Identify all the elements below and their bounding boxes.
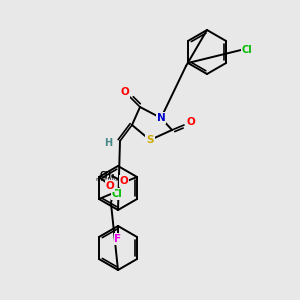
Text: N: N: [157, 113, 165, 123]
Text: O: O: [106, 181, 114, 191]
Text: F: F: [114, 234, 122, 244]
Text: methoxy: methoxy: [95, 178, 123, 182]
Text: O: O: [121, 87, 129, 97]
Text: O: O: [187, 117, 195, 127]
Text: H: H: [104, 138, 112, 148]
Text: CH₃: CH₃: [99, 170, 115, 179]
Text: Cl: Cl: [242, 45, 252, 55]
Text: O: O: [120, 176, 128, 186]
Text: S: S: [146, 135, 154, 145]
Text: Cl: Cl: [112, 189, 122, 199]
